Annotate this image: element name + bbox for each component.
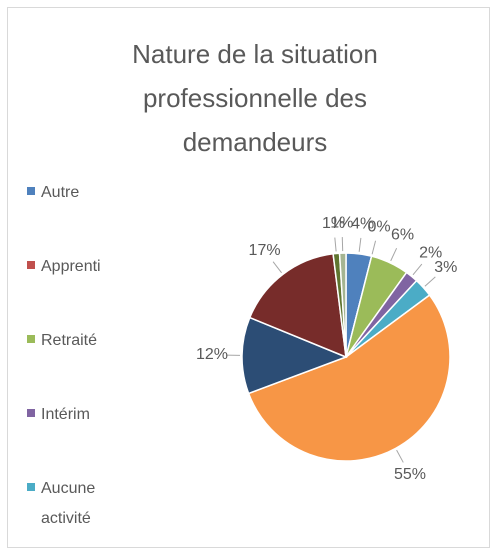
pie-slice — [241, 316, 349, 395]
data-label: 12% — [196, 346, 228, 363]
leader-line — [371, 240, 377, 255]
pie-slice — [338, 252, 347, 358]
data-label: 17% — [249, 242, 281, 259]
data-label: 0% — [367, 218, 390, 235]
legend-entry: Apprenti — [27, 252, 147, 282]
legend-entry: Autre — [27, 178, 147, 208]
legend-swatch — [27, 186, 35, 195]
chart-title: Nature de la situation professionnelle d… — [132, 39, 378, 157]
data-label: 55% — [394, 466, 426, 483]
legend-entry: Retraité — [27, 326, 147, 356]
legend-label: Retraité — [41, 332, 98, 349]
leader-line — [390, 247, 398, 262]
legend-swatch — [27, 334, 35, 343]
legend-entry: Aucune activité — [27, 474, 147, 534]
legend-label: Apprenti — [41, 258, 101, 275]
legend-entry: Intérim — [27, 400, 147, 430]
legend-swatch — [27, 482, 35, 491]
pie-slice — [248, 252, 347, 359]
leader-line — [272, 261, 282, 274]
legend-label: Intérim — [41, 406, 90, 423]
legend-label: Aucune activité — [41, 480, 96, 527]
pie-slice — [247, 294, 451, 462]
legend-label: Autre — [41, 184, 80, 201]
data-label: 3% — [434, 259, 457, 276]
data-label: 2% — [419, 244, 442, 261]
legend-swatch — [27, 260, 35, 269]
leader-line — [358, 237, 362, 252]
leader-line — [396, 449, 404, 463]
data-label: 1% — [330, 214, 353, 231]
leader-line — [412, 263, 423, 276]
data-label: 6% — [391, 227, 414, 244]
leader-line — [424, 276, 436, 287]
data-label: 1% — [322, 215, 345, 232]
legend-swatch — [27, 408, 35, 417]
leader-line — [334, 237, 337, 252]
data-label: 4% — [351, 215, 374, 232]
